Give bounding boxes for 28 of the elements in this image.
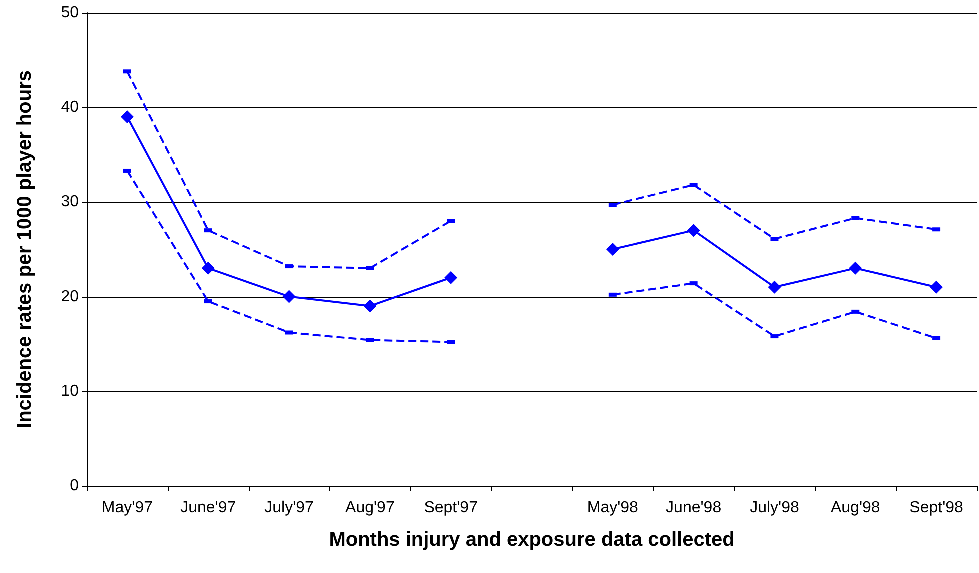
point [768, 280, 782, 294]
y-tick-label: 0 [70, 478, 80, 494]
x-tick-label: June'98 [666, 500, 722, 516]
point [930, 280, 944, 294]
y-axis-title: Incidence rates per 1000 player hours [14, 70, 36, 428]
x-tick-label: Sept'98 [910, 500, 964, 516]
point [444, 271, 458, 284]
point [120, 110, 134, 124]
y-tick-label: 20 [61, 288, 80, 306]
point [364, 300, 377, 313]
point [282, 290, 296, 304]
point [202, 262, 215, 275]
y-tick-label: 30 [61, 194, 80, 211]
x-tick-label: July'98 [750, 500, 800, 516]
point [687, 224, 700, 238]
point [849, 262, 862, 275]
x-tick-label: May'97 [102, 500, 154, 516]
x-tick-label: Sept'97 [424, 500, 478, 516]
x-tick-label: Aug'98 [830, 500, 880, 516]
x-tick-label: Aug'97 [346, 500, 395, 516]
y-tick-label: 40 [61, 99, 80, 116]
x-tick-label: May'98 [587, 500, 639, 516]
y-tick-label: 10 [61, 382, 80, 400]
y-tick-label: 50 [61, 4, 80, 22]
x-axis-title: Months injury and exposure data collected [329, 529, 735, 551]
point [606, 243, 620, 256]
x-tick-label: June'97 [180, 500, 236, 516]
x-tick-label: July'97 [264, 500, 314, 516]
